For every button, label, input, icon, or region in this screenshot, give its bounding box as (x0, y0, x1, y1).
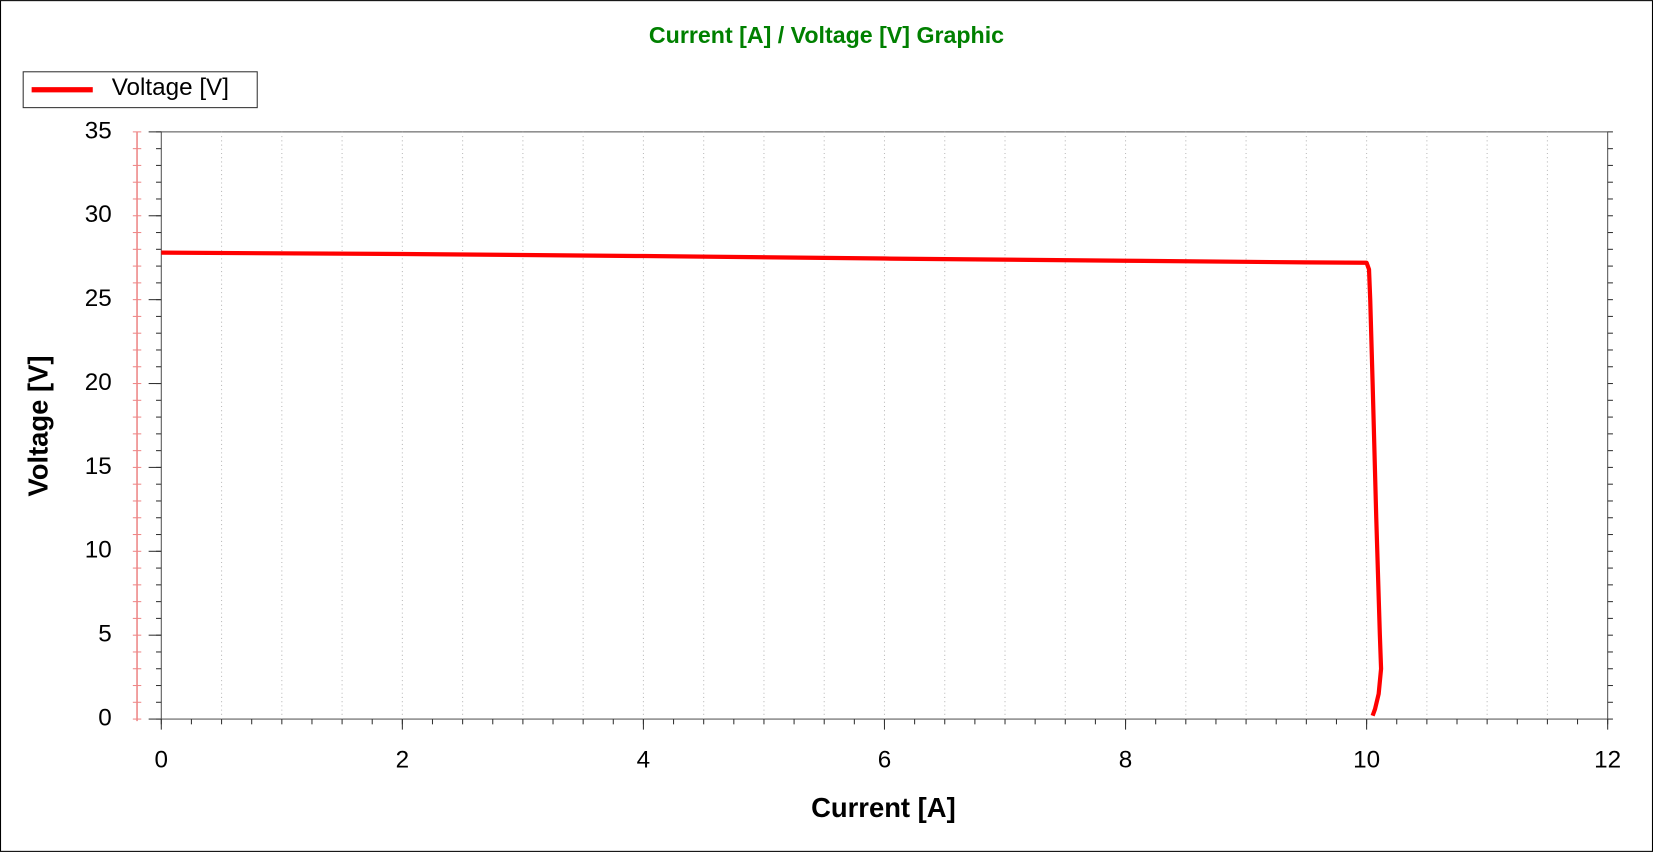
x-tick-label: 10 (1353, 747, 1380, 774)
x-axis-label: Current [A] (811, 792, 956, 823)
y-tick-label: 20 (85, 369, 112, 396)
y-tick-label: 35 (85, 117, 112, 144)
y-tick-label: 5 (98, 621, 111, 648)
x-tick-label: 12 (1594, 747, 1621, 774)
chart-title: Current [A] / Voltage [V] Graphic (649, 22, 1004, 48)
y-axis-label: Voltage [V] (22, 355, 53, 496)
legend: Voltage [V] (22, 71, 258, 109)
y-tick-label: 25 (85, 285, 112, 312)
y-tick-label: 15 (85, 453, 112, 480)
x-tick-label: 4 (637, 747, 650, 774)
y-tick-label: 0 (98, 704, 111, 731)
data-line (161, 250, 1384, 717)
x-tick-label: 0 (155, 747, 168, 774)
y-tick-label: 30 (85, 201, 112, 228)
legend-box (22, 71, 258, 109)
x-tick-label: 2 (396, 747, 409, 774)
x-tick-label: 6 (878, 747, 891, 774)
y-tick-label: 10 (85, 537, 112, 564)
legend-label: Voltage [V] (112, 74, 229, 101)
x-tick-label: 8 (1119, 747, 1132, 774)
